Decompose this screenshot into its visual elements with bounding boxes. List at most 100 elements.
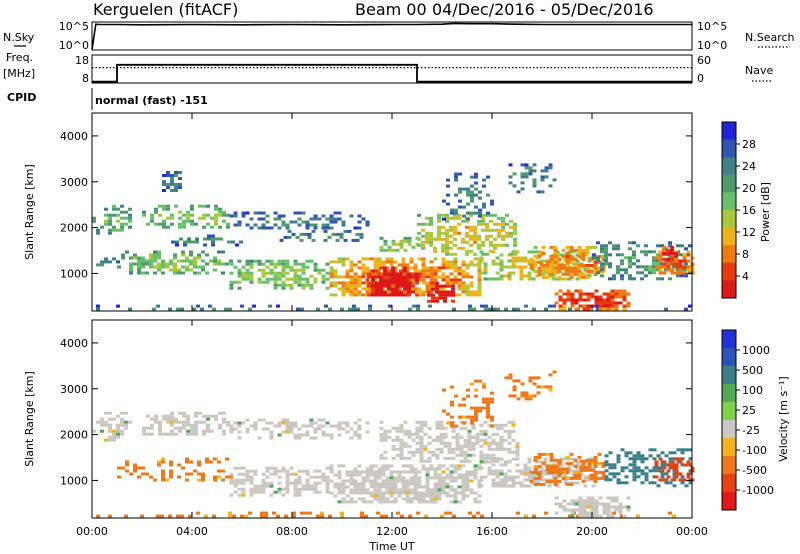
heatmap-cell-1	[169, 469, 173, 473]
heatmap-cell-8	[471, 447, 476, 451]
power-colorbar-label: 4	[742, 270, 749, 283]
heatmap-cell-3	[389, 470, 394, 474]
heatmap-cell-8	[495, 444, 500, 448]
heatmap-cell-8	[503, 423, 508, 427]
heatmap-cell-21	[658, 259, 663, 263]
heatmap-cell-2	[129, 256, 133, 260]
heatmap-cell-15	[604, 463, 609, 467]
heatmap-cell-2	[301, 469, 306, 473]
heatmap-cell-10	[261, 217, 266, 221]
heatmap-cell-4	[345, 272, 350, 276]
heatmap-cell-7	[237, 436, 242, 440]
heatmap-cell-11	[537, 464, 542, 468]
heatmap-cell-3	[253, 259, 258, 263]
heatmap-cell-11	[573, 476, 578, 480]
heatmap-cell-3	[365, 467, 370, 471]
heatmap-cell-9	[178, 222, 182, 226]
heatmap-cell-2	[285, 490, 290, 494]
heatmap-cell-10	[508, 394, 513, 398]
heatmap-cell-12	[547, 471, 551, 475]
heatmap-cell-4	[457, 272, 462, 276]
heatmap-cell-2	[157, 268, 161, 272]
heatmap-cell-3	[245, 259, 250, 263]
heatmap-cell-0	[304, 511, 308, 515]
heatmap-cell-3	[289, 286, 294, 290]
heatmap-cell-4	[477, 293, 482, 297]
heatmap-cell-8	[383, 450, 388, 454]
heatmap-cell-10	[285, 226, 290, 230]
heatmap-cell-3	[369, 491, 374, 495]
heatmap-cell-8	[423, 459, 428, 463]
heatmap-cell-1	[125, 463, 129, 467]
heatmap-cell-20	[624, 256, 628, 260]
heatmap-cell-8	[463, 456, 468, 460]
heatmap-cell-20	[612, 244, 616, 248]
heatmap-cell-5	[116, 414, 120, 418]
heatmap-cell-5	[116, 423, 120, 427]
heatmap-cell-14	[485, 234, 489, 238]
heatmap-cell-0	[196, 511, 200, 515]
velocity-colorbar-swatch	[722, 456, 736, 475]
heatmap-cell-16	[666, 475, 671, 479]
heatmap-cell-14	[505, 222, 509, 226]
heatmap-cell-3	[453, 479, 458, 483]
heatmap-cell-2	[153, 256, 157, 260]
heatmap-cell-6	[431, 281, 435, 285]
heatmap-cell-3	[357, 470, 362, 474]
heatmap-cell-7	[365, 430, 370, 434]
heatmap-cell-15	[620, 466, 625, 470]
heatmap-cell-5	[124, 420, 128, 424]
heatmap-cell-8	[447, 447, 452, 451]
heatmap-cell-2	[185, 268, 189, 272]
heatmap-cell-3	[369, 464, 374, 468]
heatmap-cell-5	[399, 269, 403, 273]
heatmap-cell-3	[397, 479, 402, 483]
heatmap-cell-7	[245, 418, 250, 422]
heatmap-cell-3	[357, 464, 362, 468]
heatmap-cell-11	[569, 452, 574, 456]
heatmap-cell-11	[211, 237, 215, 241]
heatmap-cell-3	[405, 482, 410, 486]
heatmap-cell-4	[469, 281, 474, 285]
heatmap-cell-5	[375, 284, 379, 288]
heatmap-cell-0	[576, 514, 580, 518]
heatmap-cell-16	[548, 163, 553, 167]
heatmap-cell-16	[528, 166, 533, 170]
heatmap-cell-14	[433, 249, 437, 253]
heatmap-cell-13	[403, 248, 408, 252]
heatmap-cell-14	[433, 237, 437, 241]
heatmap-cell-19	[610, 289, 615, 293]
heatmap-cell-15	[644, 475, 649, 479]
heatmap-cell-2	[149, 262, 153, 266]
heatmap-cell-15	[660, 463, 665, 467]
heatmap-cell-4	[349, 266, 354, 270]
heatmap-cell-14	[437, 237, 441, 241]
heatmap-cell-6	[439, 293, 443, 297]
heatmap-cell-3	[453, 470, 458, 474]
heatmap-cell-6	[218, 423, 222, 427]
heatmap-cell-18	[569, 272, 574, 276]
heatmap-cell-3	[385, 464, 390, 468]
heatmap-cell-15	[612, 466, 617, 470]
heatmap-cell-9	[170, 213, 174, 217]
heatmap-cell-11	[597, 452, 602, 456]
heatmap-cell-4	[567, 463, 572, 467]
heatmap-cell-4	[421, 263, 426, 267]
heatmap-cell-0	[320, 511, 324, 515]
heatmap-cell-20	[680, 253, 684, 257]
heatmap-cell-5	[100, 423, 104, 427]
heatmap-cell-7	[479, 271, 484, 275]
heatmap-cell-7	[329, 436, 334, 440]
heatmap-cell-6	[206, 429, 210, 433]
heatmap-cell-15	[470, 211, 474, 215]
heatmap-cell-3	[349, 473, 354, 477]
heatmap-cell-20	[640, 250, 644, 254]
heatmap-cell-20	[604, 247, 608, 251]
heatmap-cell-18	[593, 263, 598, 267]
heatmap-cell-0	[272, 511, 276, 515]
heatmap-cell-11	[553, 476, 558, 480]
heatmap-cell-3	[397, 470, 402, 474]
heatmap-cell-5	[399, 293, 403, 297]
heatmap-cell-6	[186, 429, 190, 433]
nsky-right-tick-top: 10^5	[697, 20, 727, 33]
